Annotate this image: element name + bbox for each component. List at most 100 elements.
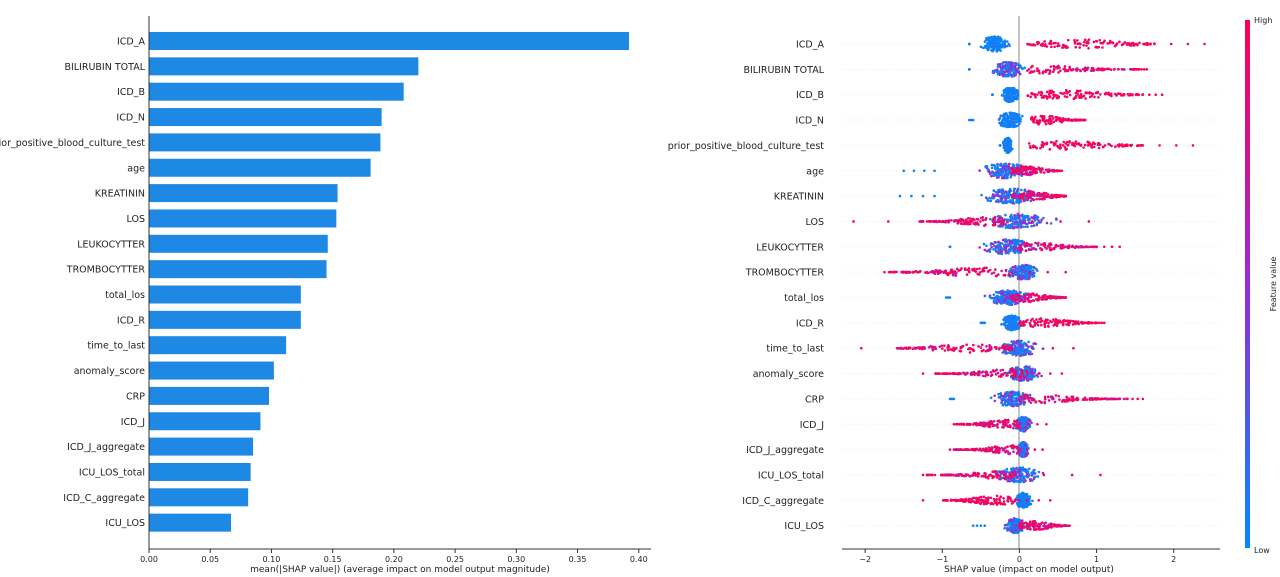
swarm-point xyxy=(1003,240,1007,243)
bar xyxy=(149,386,269,405)
swarm-point xyxy=(959,345,963,349)
swarm-point xyxy=(1004,350,1008,354)
swarm-point xyxy=(1046,395,1050,399)
swarm-point xyxy=(1006,40,1009,43)
swarm-point xyxy=(1019,120,1022,123)
swarm-point xyxy=(1063,145,1067,149)
swarm-point xyxy=(1012,196,1016,199)
swarm-point xyxy=(1028,243,1031,247)
swarm-point xyxy=(1040,93,1043,97)
swarm-point xyxy=(1043,322,1046,326)
swarm-point xyxy=(1017,200,1021,203)
swarm-point xyxy=(1035,318,1038,321)
swarm-point xyxy=(1033,94,1037,97)
swarm-point xyxy=(1003,67,1007,71)
swarm-point xyxy=(1002,194,1006,198)
bar xyxy=(149,437,254,456)
swarm-point xyxy=(1003,402,1007,406)
bar xyxy=(149,234,328,253)
swarm-point xyxy=(996,422,999,426)
swarm-point xyxy=(1078,118,1081,122)
swarm-point xyxy=(1013,399,1017,403)
swarm-point xyxy=(1186,42,1190,46)
swarm-point xyxy=(967,270,971,274)
swarm-point xyxy=(1036,323,1040,327)
swarm-point xyxy=(981,267,985,271)
bar-feature-label: time_to_last xyxy=(87,341,145,352)
swarm-point xyxy=(1007,418,1010,422)
swarm-point xyxy=(1065,89,1068,93)
swarm-point xyxy=(998,291,1002,294)
swarm-point xyxy=(969,217,972,220)
swarm-point xyxy=(1019,291,1022,294)
swarm-point xyxy=(1001,403,1005,407)
bar xyxy=(149,462,251,481)
swarm-point xyxy=(1053,320,1056,323)
bar-x-tick-label: 0.30 xyxy=(507,555,525,564)
swarm-point xyxy=(1126,92,1130,96)
swarm-point xyxy=(1007,125,1011,128)
swarm-point xyxy=(1092,40,1096,44)
swarm-point xyxy=(1021,342,1025,346)
swarm-point xyxy=(993,424,996,427)
swarm-point xyxy=(1015,88,1019,92)
swarm-point xyxy=(1041,198,1045,201)
swarm-point xyxy=(1122,93,1125,97)
swarm-point xyxy=(1008,162,1011,166)
swarm-point xyxy=(1014,297,1017,301)
swarm-point xyxy=(1032,293,1036,297)
swarm-point xyxy=(998,116,1002,120)
swarm-point xyxy=(1024,426,1027,429)
swarm-point xyxy=(1004,198,1007,201)
swarm-point xyxy=(943,349,947,352)
swarm-point xyxy=(938,269,941,272)
swarm-point xyxy=(1004,144,1008,147)
swarm-point xyxy=(1001,222,1004,226)
swarm-point xyxy=(1026,217,1030,221)
swarm-point xyxy=(1013,93,1017,96)
swarm-point xyxy=(1043,400,1046,404)
swarm-point xyxy=(1011,219,1015,223)
swarm-point xyxy=(1014,403,1017,406)
swarm-point xyxy=(999,249,1003,253)
bar-x-tick-label: 0.10 xyxy=(263,555,281,564)
swarm-point xyxy=(987,248,991,252)
swarm-point xyxy=(1040,319,1044,323)
swarm-point xyxy=(1021,165,1025,168)
swarm-point xyxy=(1030,224,1033,228)
swarm-point xyxy=(1020,379,1023,382)
swarm-point xyxy=(1021,220,1025,224)
swarm-point xyxy=(883,270,886,274)
swarm-point xyxy=(1040,374,1043,378)
swarm-feature-label: BILIRUBIN TOTAL xyxy=(743,65,824,76)
swarm-point xyxy=(1027,268,1031,272)
swarm-point xyxy=(1059,220,1062,223)
swarm-point xyxy=(991,71,995,74)
swarm-point xyxy=(1016,94,1020,98)
swarm-point xyxy=(953,219,956,222)
swarm-point xyxy=(996,163,1000,166)
swarm-point xyxy=(1069,399,1072,402)
swarm-point xyxy=(1106,42,1110,45)
swarm-point xyxy=(1067,321,1070,325)
swarm-point xyxy=(921,220,925,223)
swarm-point xyxy=(1081,95,1085,98)
swarm-point xyxy=(1017,239,1020,243)
swarm-point xyxy=(992,174,995,178)
swarm-point xyxy=(1031,43,1034,47)
swarm-point xyxy=(940,220,944,224)
swarm-point xyxy=(1096,91,1099,95)
swarm-row xyxy=(979,314,1106,332)
swarm-point xyxy=(1048,242,1051,246)
swarm-point xyxy=(1049,395,1053,398)
swarm-point xyxy=(1038,197,1041,201)
swarm-point xyxy=(1030,91,1033,95)
swarm-point xyxy=(947,272,951,275)
swarm-point xyxy=(1120,43,1124,47)
swarm-point xyxy=(994,290,998,294)
swarm-point xyxy=(1035,217,1038,220)
swarm-point xyxy=(981,374,985,378)
swarm-point xyxy=(997,194,1001,198)
swarm-point xyxy=(1046,270,1050,274)
swarm-point xyxy=(1169,42,1173,46)
